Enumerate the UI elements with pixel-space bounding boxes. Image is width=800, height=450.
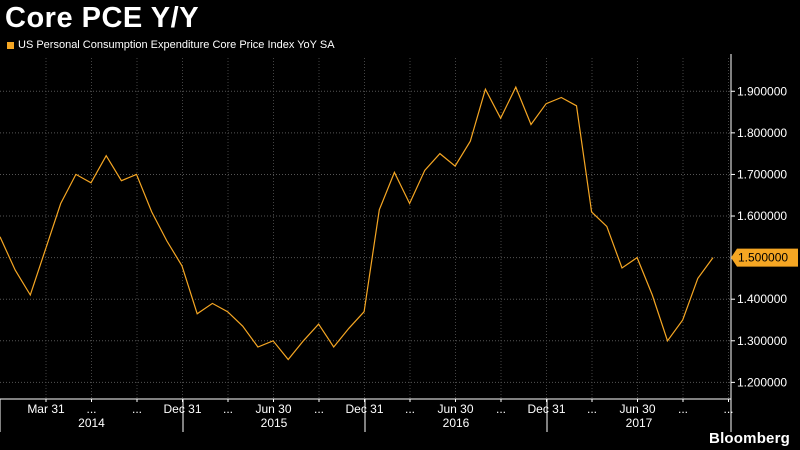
current-value-badge [731, 248, 798, 267]
x-tick-label: Mar 31 [27, 402, 65, 416]
year-label: 2017 [626, 416, 653, 430]
x-tick-label: Jun 30 [255, 402, 291, 416]
x-tick-label: Jun 30 [619, 402, 655, 416]
x-tick-label: ... [132, 402, 142, 416]
current-value-label: 1.500000 [738, 251, 788, 265]
year-label: 2014 [78, 416, 105, 430]
x-tick-label: ... [86, 402, 96, 416]
x-tick-label: ... [587, 402, 597, 416]
legend-label: US Personal Consumption Expenditure Core… [18, 39, 335, 51]
x-tick-label: ... [496, 402, 506, 416]
x-axis: Mar 31...... Dec 31... Jun 30... Dec 31... J… [0, 398, 734, 432]
x-tick-label: ... [723, 402, 733, 416]
chart-title: Core PCE Y/Y [5, 2, 200, 34]
gridlines [0, 58, 731, 399]
x-tick-label: Jun 30 [437, 402, 473, 416]
y-tick-label: 1.400000 [737, 292, 787, 306]
y-tick-label: 1.300000 [737, 334, 787, 348]
current-value-badge-group: 1.500000 [731, 248, 798, 267]
series-line [0, 85, 714, 361]
y-tick-label: 1.600000 [737, 209, 787, 223]
legend-swatch [7, 41, 14, 49]
bloomberg-logo: Bloomberg [709, 430, 790, 447]
x-tick-label: ... [678, 402, 688, 416]
y-tick-label: 1.700000 [737, 167, 787, 181]
year-label: 2016 [443, 416, 470, 430]
year-label: 2015 [261, 416, 288, 430]
x-tick-label: ... [314, 402, 324, 416]
series-line-group [0, 85, 714, 361]
x-tick-label: ... [405, 402, 415, 416]
legend: US Personal Consumption Expenditure Core… [7, 39, 335, 51]
y-tick-label: 1.800000 [737, 126, 787, 140]
y-axis: 1.200000 1.300000 1.400000 1.500000 1.600000… [730, 54, 787, 399]
x-tick-label: ... [223, 402, 233, 416]
y-tick-label: 1.900000 [737, 84, 787, 98]
y-tick-label: 1.200000 [737, 375, 787, 389]
